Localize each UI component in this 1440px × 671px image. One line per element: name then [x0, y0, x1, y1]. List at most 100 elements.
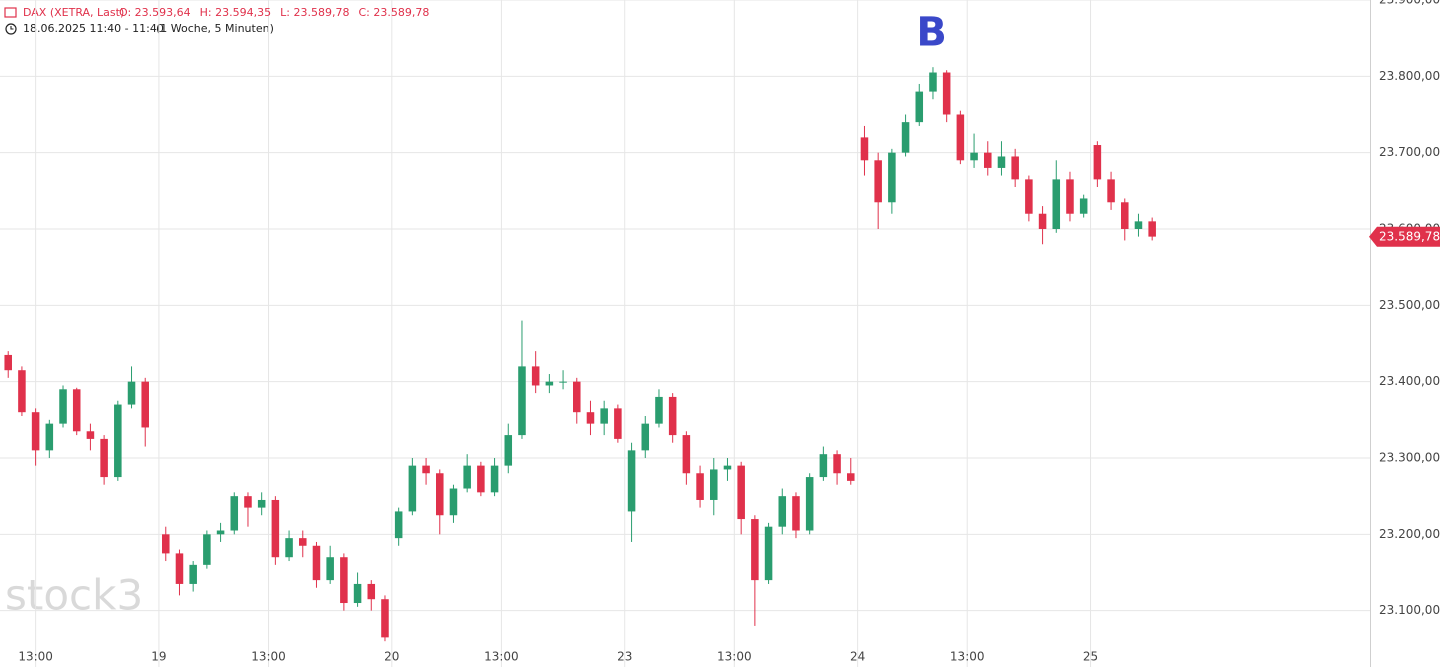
candle-body [230, 496, 239, 531]
legend-header: DAX (XETRA, Last) 18.06.2025 11:40 - 11:… [4, 6, 274, 35]
x-tick-label: 13:00 [484, 650, 519, 664]
candle-body [463, 465, 471, 489]
candle-body [586, 412, 595, 424]
y-tick-label: 23.700,00 [1379, 145, 1440, 159]
candle-body [600, 408, 608, 424]
candle-body [668, 396, 677, 436]
x-tick-label: 23 [617, 650, 632, 664]
candle-body [175, 553, 184, 584]
candle-body [162, 534, 170, 554]
candle-body [888, 152, 896, 203]
candle-body [367, 583, 376, 600]
candle-body [141, 381, 149, 428]
candle-body [614, 408, 622, 439]
candle-body [504, 435, 513, 466]
clock-hands [10, 26, 14, 30]
header-value: L: 23.589,78 [280, 6, 349, 19]
candle-body [997, 156, 1006, 168]
x-tick-label: 24 [850, 650, 865, 664]
candle-body [1148, 221, 1156, 237]
candle-body [942, 72, 951, 115]
candle-body [627, 450, 636, 512]
candle-body [114, 404, 122, 478]
candle-body [86, 431, 95, 439]
x-tick-label: 13:00 [717, 650, 752, 664]
candle-body [45, 423, 54, 451]
x-tick-label: 13:00 [950, 650, 985, 664]
candle-body [18, 370, 26, 413]
instrument: DAX (XETRA, Last) [23, 6, 124, 19]
candle-body [573, 381, 581, 413]
candle-body [59, 389, 67, 424]
candle-body [682, 435, 691, 474]
clock-icon [5, 23, 17, 35]
time-range: 18.06.2025 11:40 - 11:40 [23, 22, 164, 35]
candle-body [559, 381, 567, 383]
candle-body [257, 499, 266, 508]
candle-body [984, 152, 992, 168]
candle-body [436, 473, 444, 516]
x-tick-label: 19 [151, 650, 166, 664]
candle-body [1079, 198, 1088, 214]
candle-body [1038, 213, 1047, 229]
y-tick-label: 23.400,00 [1379, 374, 1440, 388]
candle-body [1121, 202, 1129, 229]
candle-body [127, 381, 136, 405]
candle-body [422, 465, 430, 474]
watermark: stock3 [5, 571, 143, 620]
candle-body [970, 152, 978, 161]
candle-body [819, 454, 828, 478]
candle-body [792, 496, 800, 531]
y-tick-label: 23.800,00 [1379, 69, 1440, 83]
header-value: H: 23.594,35 [200, 6, 271, 19]
candle-body [1052, 179, 1061, 229]
candle-body [340, 557, 348, 604]
candle-body [655, 396, 663, 424]
candle-body [394, 511, 403, 539]
candle-body [244, 496, 252, 508]
candle-body [751, 519, 759, 581]
candle-body [4, 354, 12, 371]
candle-body [326, 557, 334, 581]
candle-body [72, 389, 81, 432]
candle-body [1025, 179, 1033, 214]
candle-body [874, 160, 882, 203]
candle-body [915, 91, 924, 123]
x-tick-label: 25 [1083, 650, 1098, 664]
candle-body [860, 137, 869, 161]
candle-body [764, 526, 773, 581]
candle-body [805, 477, 814, 531]
instrument-icon [4, 7, 17, 18]
candle-body [271, 499, 280, 558]
period: (1 Woche, 5 Minuten) [156, 22, 274, 35]
header-value: C: 23.589,78 [358, 6, 429, 19]
candle-body [490, 465, 499, 493]
candle-body [929, 72, 937, 92]
candle-body [285, 538, 293, 558]
candle-body [641, 423, 650, 451]
candle-body [778, 496, 787, 527]
candle-body [31, 412, 40, 451]
y-tick-label: 23.100,00 [1379, 603, 1440, 617]
y-tick-label: 23.900,00 [1379, 0, 1440, 7]
annotation: B [916, 9, 947, 55]
candle-body [696, 473, 704, 500]
candle-body [545, 381, 554, 386]
candle-body [100, 438, 108, 478]
x-tick-label: 13:00 [18, 650, 53, 664]
candle-body [723, 465, 732, 470]
candle-body [203, 534, 211, 565]
candle-body [531, 366, 540, 386]
candle-body [1107, 179, 1115, 203]
candle-body [710, 469, 718, 500]
candle-body [901, 122, 910, 153]
candle-body [833, 454, 841, 474]
tick-labels: 23.100,00 23.200,00 23.300,00 23.400,00 23.5… [18, 0, 1440, 664]
candle-body [518, 366, 526, 436]
candles [4, 67, 1156, 642]
grid [0, 0, 1370, 667]
last-price-label: 23.589,78 [1379, 229, 1440, 243]
candle-body [189, 564, 197, 584]
candle-body [1093, 145, 1102, 180]
